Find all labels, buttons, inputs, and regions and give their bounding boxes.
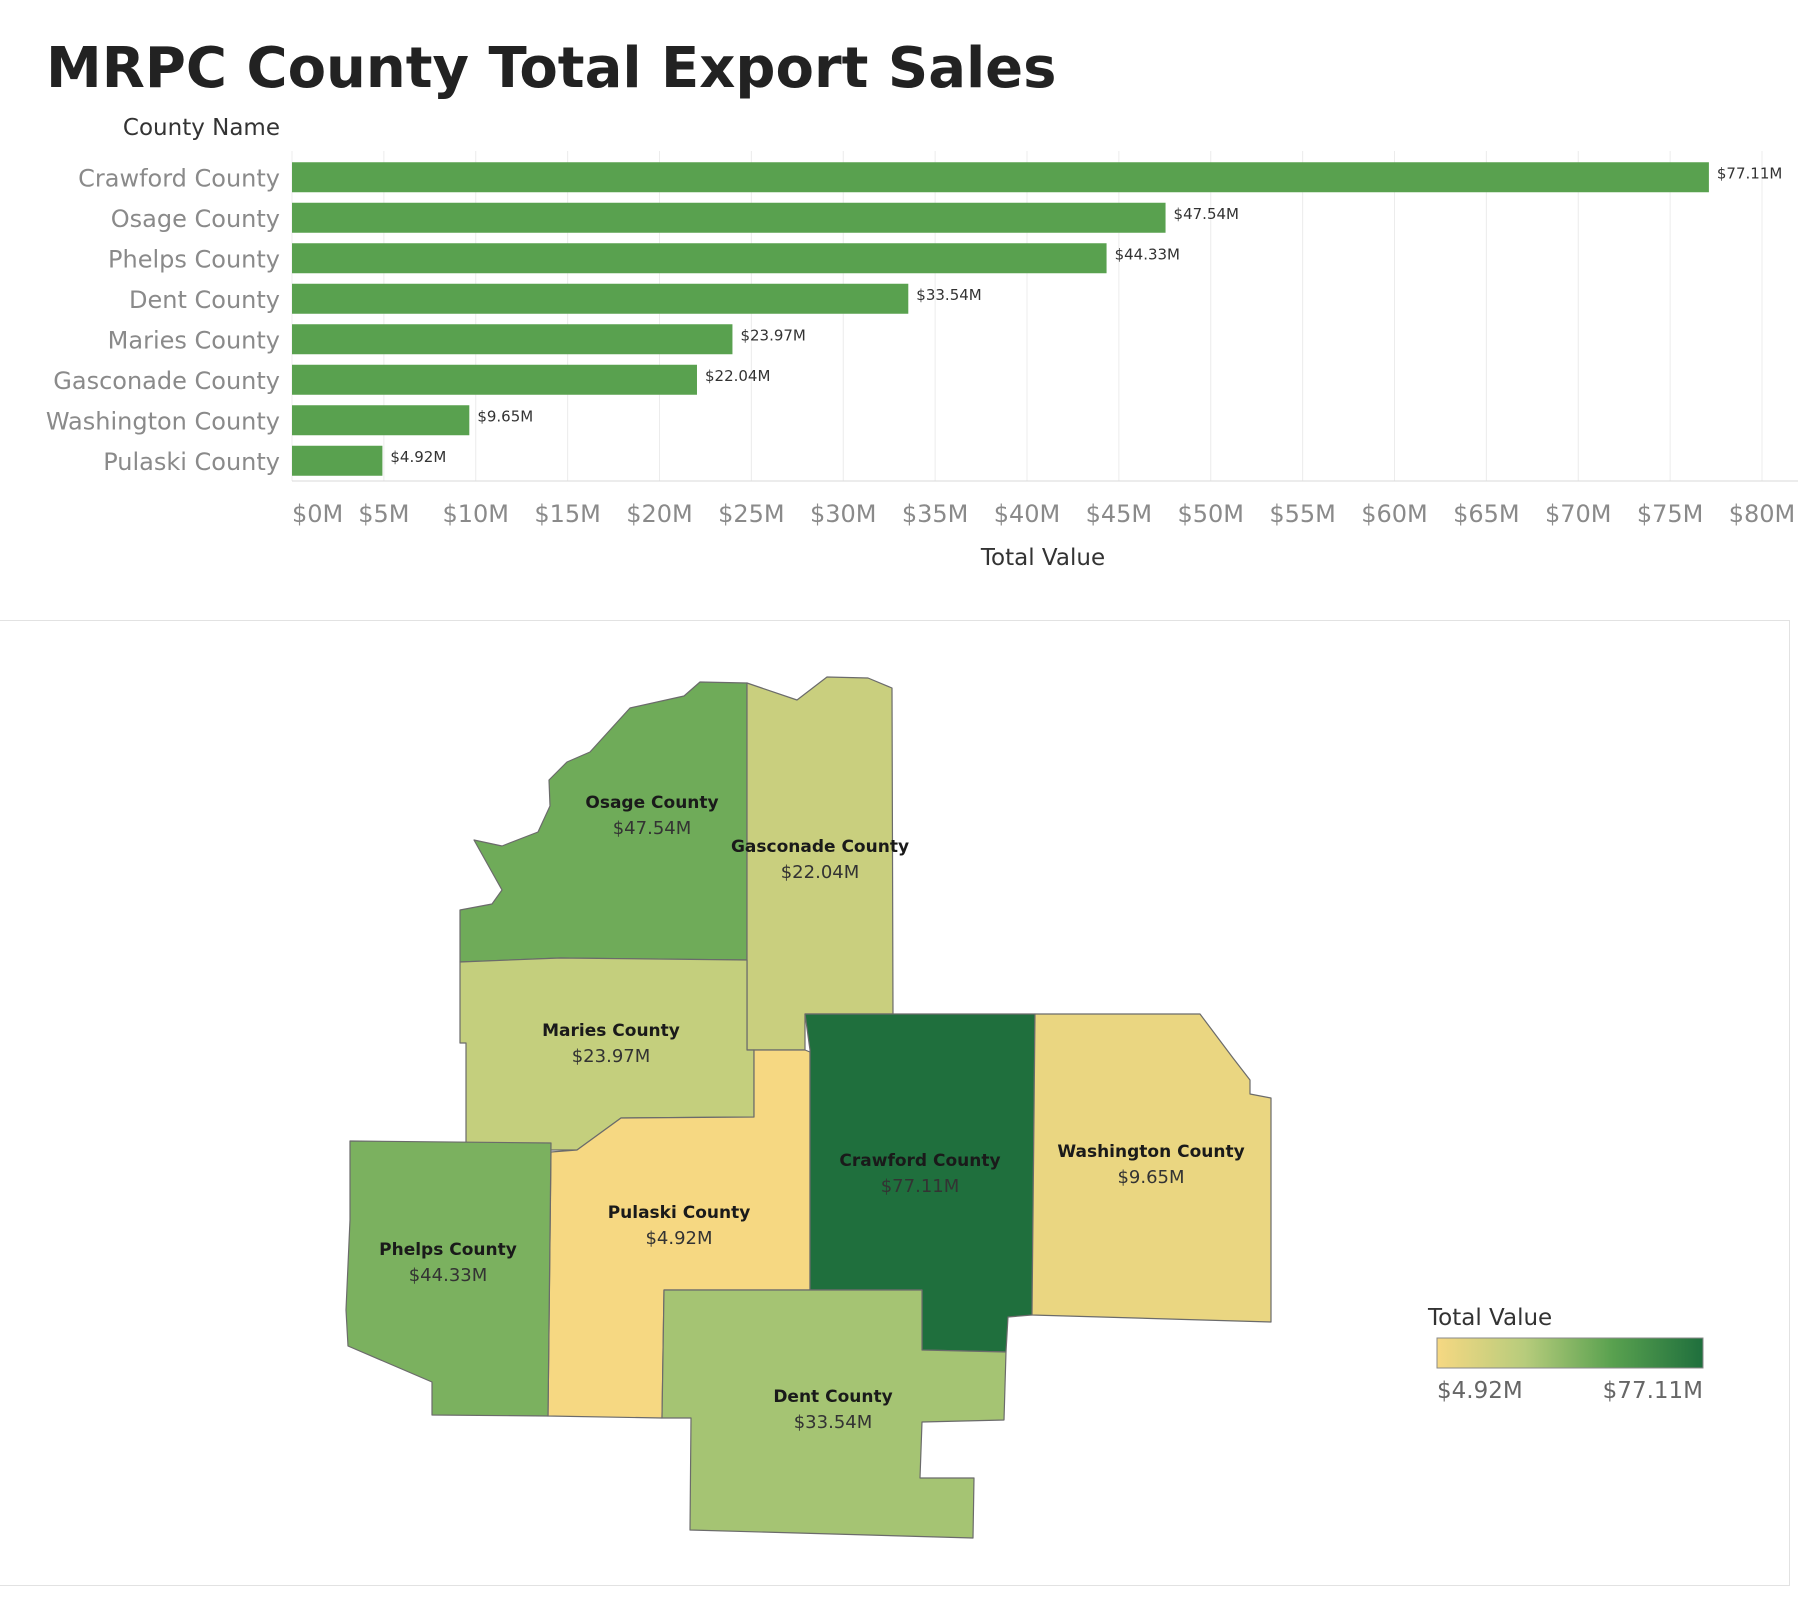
- bar[interactable]: [292, 162, 1709, 193]
- bars: Crawford County $77.11M Osage County $47.54…: [46, 162, 1782, 476]
- county-name-label: Phelps County: [379, 1240, 517, 1260]
- page-title: MRPC County Total Export Sales: [46, 36, 1057, 101]
- county-name-label: Gasconade County: [731, 837, 909, 857]
- bar[interactable]: [292, 283, 909, 314]
- county-value-label: $77.11M: [881, 1176, 960, 1197]
- x-tick-label: $15M: [534, 500, 601, 528]
- x-tick-label: $70M: [1545, 500, 1612, 528]
- choropleth-map: Osage County $47.54M Gasconade County $22.0…: [345, 676, 1704, 1539]
- category-label: Crawford County: [78, 164, 280, 192]
- bar-value-label: $9.65M: [477, 407, 533, 425]
- region-phelps-county[interactable]: [547, 1049, 811, 1419]
- bar[interactable]: [292, 445, 383, 476]
- x-axis-ticks: $0M $5M $10M $15M $20M $25M $30M $35M $40M $45M $5…: [292, 500, 1795, 528]
- bar[interactable]: [292, 364, 697, 395]
- category-label: Phelps County: [108, 245, 280, 273]
- x-tick-label: $20M: [626, 500, 693, 528]
- bar[interactable]: [292, 202, 1166, 233]
- x-tick-label: $50M: [1177, 500, 1244, 528]
- county-name-label: Osage County: [585, 793, 718, 813]
- bar-value-label: $77.11M: [1717, 164, 1782, 182]
- bar-value-label: $4.92M: [390, 448, 446, 466]
- x-tick-label: $25M: [718, 500, 785, 528]
- x-tick-label: $45M: [1086, 500, 1153, 528]
- bar[interactable]: [292, 324, 733, 355]
- bar[interactable]: [292, 405, 470, 436]
- legend-title: Total Value: [1427, 1305, 1552, 1331]
- county-value-label: $22.04M: [781, 862, 860, 883]
- bar-chart: County Name Crawford County $77.11M Osage …: [46, 115, 1798, 571]
- map-panel: [0, 620, 1790, 1586]
- x-axis-title: Total Value: [980, 545, 1105, 571]
- x-tick-label: $5M: [358, 500, 409, 528]
- x-tick-label: $55M: [1269, 500, 1336, 528]
- x-tick-label: $65M: [1453, 500, 1520, 528]
- x-tick-label: $75M: [1637, 500, 1704, 528]
- x-tick-label: $0M: [292, 500, 343, 528]
- county-name-label: Washington County: [1057, 1142, 1244, 1162]
- county-name-label: Dent County: [773, 1387, 892, 1407]
- region-pulaski-county[interactable]: [345, 1140, 552, 1417]
- county-name-label: Maries County: [542, 1021, 680, 1041]
- county-value-label: $44.33M: [409, 1265, 488, 1286]
- grid-lines: [291, 151, 1798, 482]
- category-label: Pulaski County: [103, 448, 280, 476]
- county-name-label: Pulaski County: [608, 1203, 751, 1223]
- category-label: Gasconade County: [53, 367, 280, 395]
- county-value-label: $33.54M: [794, 1412, 873, 1433]
- county-value-label: $23.97M: [572, 1046, 651, 1067]
- county-name-label: Crawford County: [839, 1151, 1000, 1171]
- county-value-label: $4.92M: [645, 1228, 712, 1249]
- bar-value-label: $47.54M: [1174, 205, 1239, 223]
- bar-value-label: $23.97M: [740, 326, 805, 344]
- bar-value-label: $22.04M: [705, 367, 770, 385]
- county-value-label: $9.65M: [1117, 1167, 1184, 1188]
- county-regions: [345, 676, 1272, 1539]
- y-axis-title: County Name: [123, 115, 280, 141]
- x-tick-label: $80M: [1729, 500, 1796, 528]
- bar-value-label: $44.33M: [1115, 245, 1180, 263]
- x-tick-label: $35M: [902, 500, 969, 528]
- color-legend: Total Value $4.92M $77.11M: [1427, 1305, 1704, 1404]
- county-value-label: $47.54M: [613, 818, 692, 839]
- category-label: Dent County: [129, 286, 280, 314]
- region-dent-county[interactable]: [661, 1289, 1007, 1539]
- bar[interactable]: [292, 243, 1107, 274]
- x-tick-label: $40M: [994, 500, 1061, 528]
- category-label: Osage County: [111, 205, 280, 233]
- category-label: Maries County: [108, 326, 280, 354]
- region-washington-county[interactable]: [1031, 1013, 1272, 1323]
- x-tick-label: $10M: [442, 500, 509, 528]
- category-label: Washington County: [46, 407, 280, 435]
- legend-gradient-bar: [1436, 1337, 1704, 1369]
- legend-max-label: $77.11M: [1603, 1378, 1703, 1404]
- county-labels: Osage County $47.54M Gasconade County $22.0…: [379, 793, 1245, 1433]
- x-tick-label: $30M: [810, 500, 877, 528]
- region-osage-county[interactable]: [459, 681, 748, 963]
- bar-value-label: $33.54M: [916, 286, 981, 304]
- legend-min-label: $4.92M: [1437, 1378, 1523, 1404]
- x-tick-label: $60M: [1361, 500, 1428, 528]
